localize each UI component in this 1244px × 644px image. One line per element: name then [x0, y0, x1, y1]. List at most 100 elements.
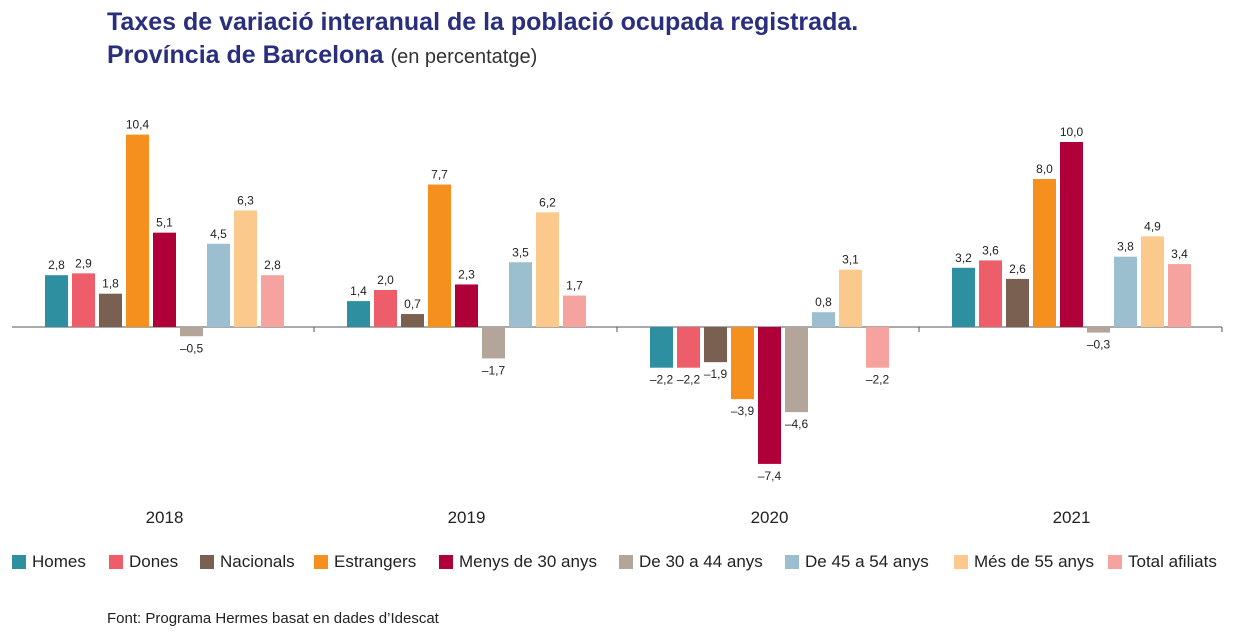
data-label: –1,7 — [482, 363, 506, 377]
bar — [482, 327, 505, 359]
x-tick-label: 2021 — [1053, 508, 1091, 527]
legend-item: Dones — [109, 552, 178, 572]
legend-swatch — [954, 555, 968, 569]
legend-label: Nacionals — [220, 552, 295, 571]
bar — [866, 327, 889, 368]
legend-label: De 30 a 44 anys — [639, 552, 763, 571]
bar — [126, 134, 149, 327]
data-label: –2,2 — [650, 373, 674, 387]
source-note: Font: Programa Hermes basat en dades d’I… — [107, 610, 439, 627]
legend-swatch — [1108, 555, 1122, 569]
bar — [207, 243, 230, 327]
legend-item: De 45 a 54 anys — [785, 552, 929, 572]
legend-label: Dones — [129, 552, 179, 571]
x-tick-label: 2019 — [448, 508, 486, 527]
data-label: 2,6 — [1009, 262, 1026, 276]
data-label: 8,0 — [1036, 162, 1053, 176]
data-label: 2,8 — [264, 258, 281, 272]
bar — [374, 290, 397, 327]
bar — [758, 327, 781, 464]
legend-label: Més de 55 anys — [974, 552, 1095, 571]
data-label: 0,7 — [404, 297, 421, 311]
data-label: 2,3 — [458, 267, 475, 281]
bar — [99, 293, 122, 327]
legend-item: Total afiliats — [1108, 552, 1217, 572]
bar — [1114, 256, 1137, 327]
data-label: 1,7 — [566, 279, 583, 293]
chart-title-line1: Taxes de variació interanual de la pobla… — [107, 8, 859, 36]
legend-swatch — [785, 555, 799, 569]
data-label: 3,6 — [982, 243, 999, 257]
bar — [839, 269, 862, 327]
data-label: 1,8 — [102, 277, 119, 291]
data-label: 1,4 — [350, 284, 367, 298]
data-label: 0,8 — [815, 295, 832, 309]
data-label: –7,4 — [758, 469, 782, 483]
chart-subtitle: (en percentatge) — [390, 46, 538, 68]
legend-label: Menys de 30 anys — [459, 552, 597, 571]
bar — [1087, 327, 1110, 333]
bar — [536, 212, 559, 327]
data-label: –0,3 — [1087, 338, 1111, 352]
legend-item: Estrangers — [314, 552, 416, 572]
legend-swatch — [12, 555, 26, 569]
data-label: 10,4 — [126, 118, 150, 132]
data-label: 5,1 — [156, 216, 173, 230]
bar — [952, 267, 975, 327]
bar — [563, 295, 586, 327]
data-label: 6,2 — [539, 195, 556, 209]
legend-label: Homes — [32, 552, 86, 571]
legend-item: Nacionals — [200, 552, 295, 572]
legend-item: Homes — [12, 552, 86, 572]
data-label: 3,2 — [955, 251, 972, 265]
chart-title-line2: Província de Barcelona — [107, 41, 384, 69]
legend-label: De 45 a 54 anys — [805, 552, 929, 571]
data-label: 6,3 — [237, 193, 254, 207]
bar — [1141, 236, 1164, 327]
x-tick-label: 2020 — [751, 508, 789, 527]
data-label: –3,9 — [731, 404, 755, 418]
legend-item: De 30 a 44 anys — [619, 552, 763, 572]
bar — [677, 327, 700, 368]
legend-item: Més de 55 anys — [954, 552, 1094, 572]
bar — [1006, 278, 1029, 327]
bar-chart: 2018 2,8 2,9 1,8 10,4 5,1 –0,5 4,5 6,3 2,8 2019 1,4… — [12, 118, 1223, 527]
bar — [731, 327, 754, 400]
data-label: 4,5 — [210, 227, 227, 241]
data-label: 7,7 — [431, 168, 448, 182]
data-label: 4,9 — [1144, 219, 1161, 233]
bar — [1033, 179, 1056, 327]
bar — [234, 210, 257, 327]
legend-swatch — [314, 555, 328, 569]
legend-item: Menys de 30 anys — [439, 552, 597, 572]
data-label: 3,5 — [512, 245, 529, 259]
data-label: –4,6 — [785, 417, 809, 431]
bar — [455, 284, 478, 327]
bar — [153, 232, 176, 327]
data-label: 3,4 — [1171, 247, 1188, 261]
bar — [509, 262, 532, 327]
data-label: –1,9 — [704, 367, 728, 381]
bar — [785, 327, 808, 413]
legend-swatch — [200, 555, 214, 569]
bar — [650, 327, 673, 368]
bar — [1060, 142, 1083, 327]
legend-swatch — [619, 555, 633, 569]
data-label: 3,1 — [842, 253, 859, 267]
data-label: 3,8 — [1117, 240, 1134, 254]
bar — [1168, 264, 1191, 327]
legend-swatch — [439, 555, 453, 569]
legend-label: Total afiliats — [1128, 552, 1217, 571]
legend-label: Estrangers — [334, 552, 417, 571]
bar — [401, 314, 424, 327]
legend-swatch — [109, 555, 123, 569]
bar — [812, 312, 835, 327]
data-label: –2,2 — [866, 373, 890, 387]
bar — [72, 273, 95, 327]
bar — [347, 301, 370, 327]
chart-title: Taxes de variació interanual de la pobla… — [107, 6, 1207, 74]
bar — [261, 275, 284, 327]
bar — [704, 327, 727, 363]
data-label: –2,2 — [677, 373, 701, 387]
bar — [428, 184, 451, 327]
